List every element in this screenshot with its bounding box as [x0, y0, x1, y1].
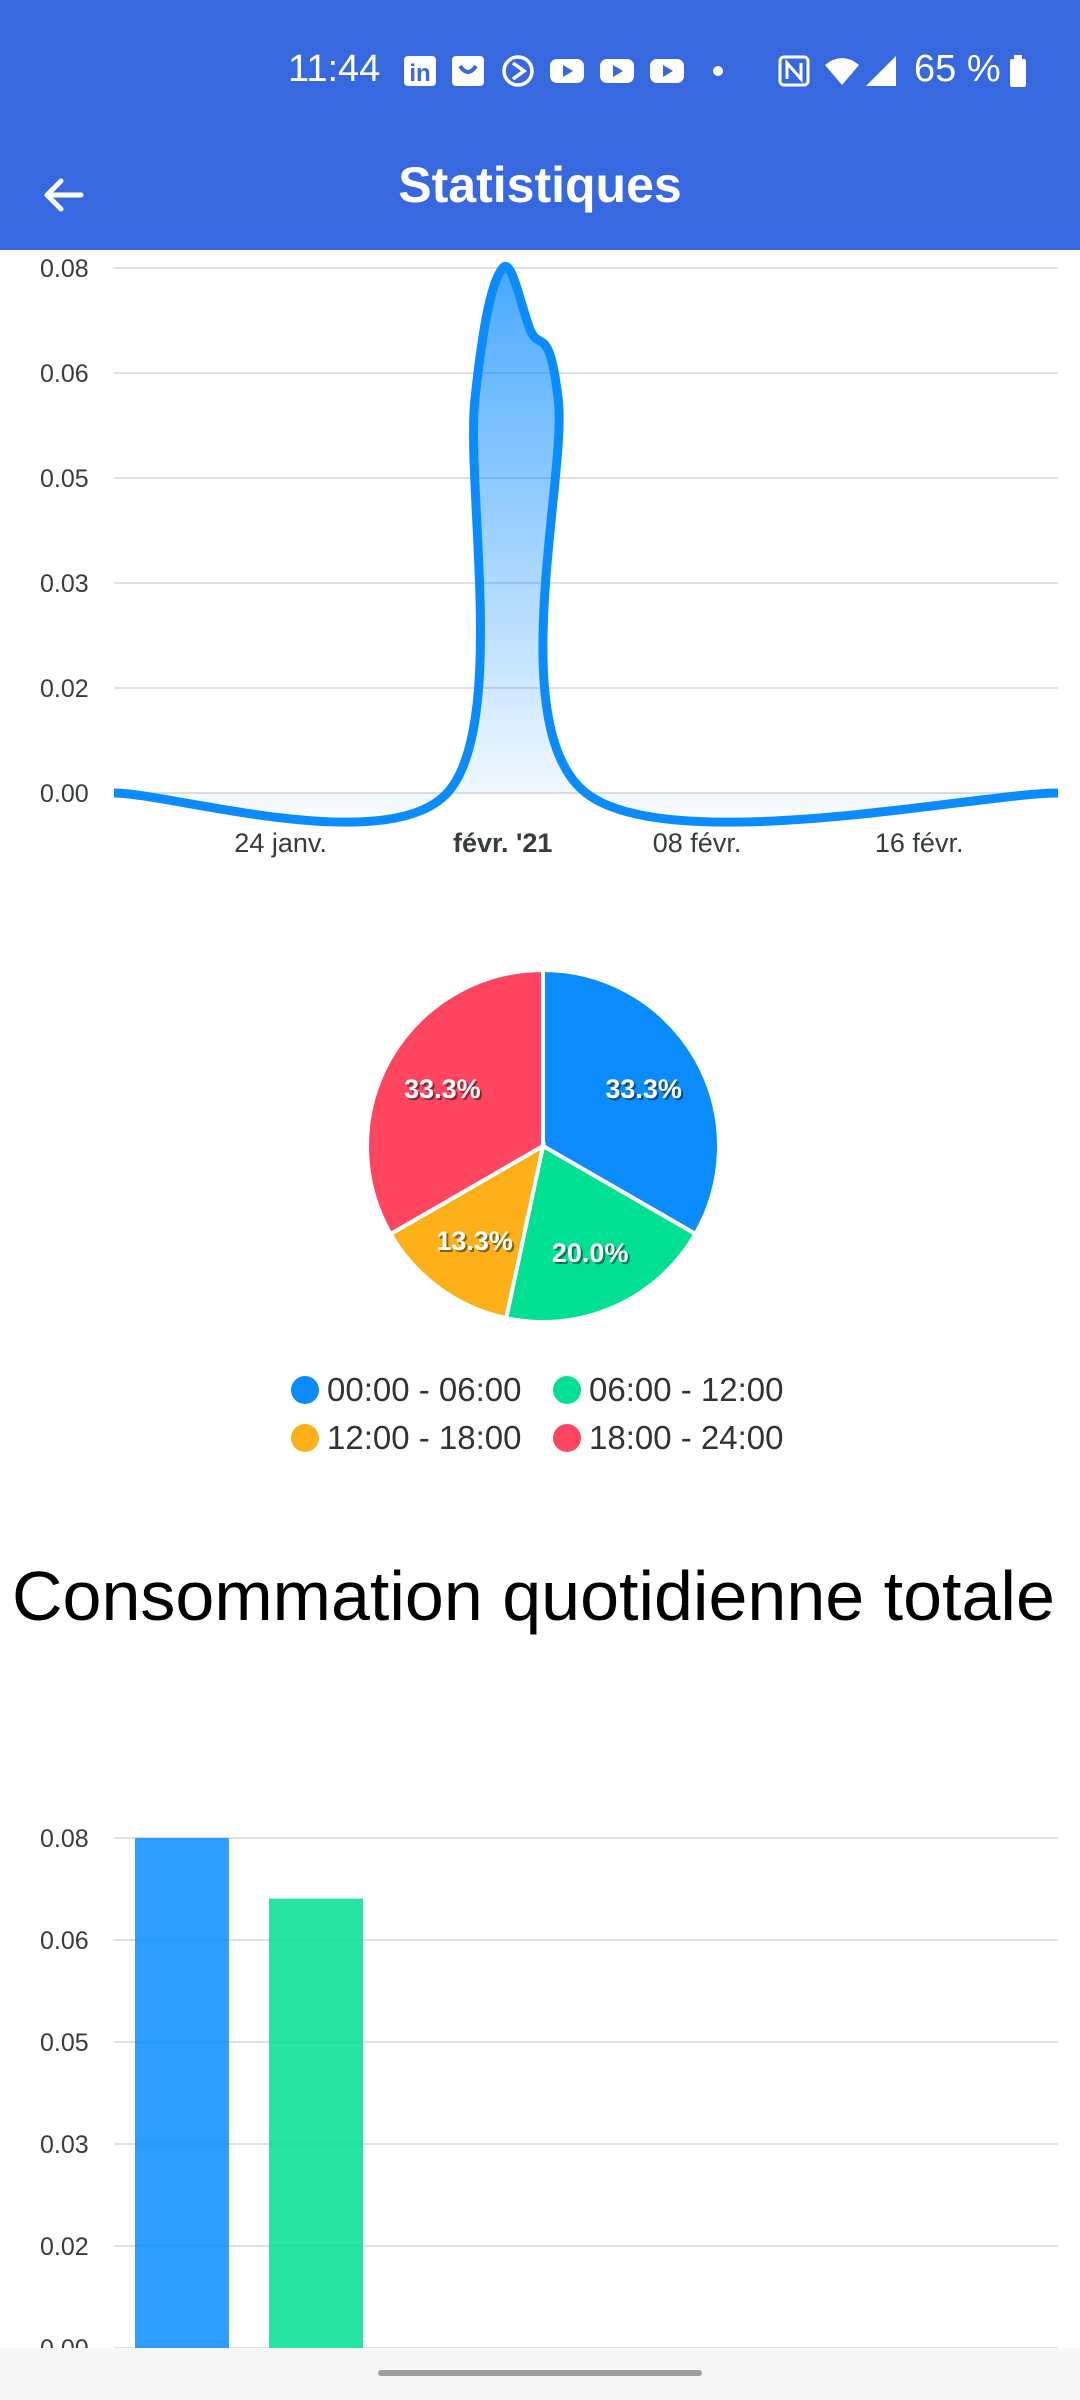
pie-slice-label-shadow: 13.3%	[438, 1228, 515, 1258]
legend-dot	[553, 1424, 581, 1452]
youtube-icon	[600, 59, 634, 83]
line-chart: 0.08 0.06 0.05 0.03 0.02 0.00 24 janv. févr. '…	[40, 255, 1059, 858]
linkedin-icon: in	[404, 56, 436, 87]
bar-chart-y-axis: 0.08 0.06 0.05 0.03 0.02 0.00	[40, 1825, 89, 2348]
y-tick-label: 0.03	[40, 2131, 89, 2159]
pie-slice[interactable]	[541, 967, 721, 1237]
legend-item[interactable]: 18:00 - 24:00	[553, 1419, 789, 1457]
legend-label: 12:00 - 18:00	[327, 1419, 522, 1456]
y-tick-label: 0.05	[40, 2029, 89, 2057]
pie-slice-label: 20.0%	[552, 1238, 629, 1268]
bar[interactable]	[269, 1898, 363, 2348]
bar[interactable]	[135, 1838, 229, 2348]
bar-chart-bars	[135, 1838, 363, 2348]
x-tick-label: 24 janv.	[234, 828, 327, 858]
battery-percentage: 65 %	[914, 48, 1001, 90]
legend-dot	[291, 1424, 319, 1452]
back-button[interactable]	[30, 162, 96, 228]
bar-chart: 0.08 0.06 0.05 0.03 0.02 0.00	[40, 1825, 1058, 2348]
nfc-icon	[778, 55, 810, 87]
sync-icon	[502, 55, 534, 87]
pie-slice-label-shadow: 20.0%	[554, 1240, 631, 1270]
page-title: Statistiques	[398, 157, 682, 213]
arrow-left-icon	[44, 178, 84, 212]
y-tick-label: 0.05	[40, 465, 89, 493]
x-tick-label: 08 févr.	[653, 828, 742, 858]
pie-slice[interactable]	[503, 1142, 699, 1324]
y-tick-label: 0.02	[40, 2233, 89, 2261]
pie-slice-label: 13.3%	[436, 1226, 513, 1256]
navigation-bar	[0, 2348, 1080, 2400]
dot-icon	[713, 66, 723, 76]
bar-chart-grid	[114, 1837, 1058, 2348]
youtube-icon	[550, 59, 584, 83]
line-chart-area	[114, 266, 1058, 823]
pie-legend: 00:00 - 06:00 06:00 - 12:00 12:00 - 18:0…	[0, 1366, 1080, 1462]
shopping-bag-icon	[452, 56, 484, 86]
y-tick-label: 0.00	[40, 2335, 89, 2348]
y-tick-label: 0.02	[40, 675, 89, 703]
pie-slice-label-shadow: 33.3%	[607, 1076, 684, 1106]
signal-icon	[866, 56, 896, 86]
home-gesture-handle[interactable]	[378, 2370, 702, 2376]
status-bar: 11:44 in 65 %	[0, 0, 1080, 140]
pie-slice[interactable]	[387, 1142, 546, 1321]
pie-slice[interactable]	[365, 967, 545, 1237]
legend-label: 18:00 - 24:00	[589, 1419, 784, 1456]
pie-slice-label-shadow: 33.3%	[406, 1076, 483, 1106]
legend-item[interactable]: 06:00 - 12:00	[553, 1371, 789, 1409]
line-chart-series-line	[113, 261, 1059, 827]
line-chart-y-axis: 0.08 0.06 0.05 0.03 0.02 0.00	[40, 255, 89, 808]
legend-label: 06:00 - 12:00	[589, 1371, 784, 1408]
x-tick-label: 16 févr.	[875, 828, 964, 858]
y-tick-label: 0.06	[40, 360, 89, 388]
line-chart-grid	[114, 267, 1058, 794]
pie-slice-label: 33.3%	[404, 1074, 481, 1104]
legend-dot	[291, 1376, 319, 1404]
y-tick-label: 0.08	[40, 255, 89, 283]
legend-dot	[553, 1376, 581, 1404]
legend-item[interactable]: 00:00 - 06:00	[291, 1371, 527, 1409]
y-tick-label: 0.00	[40, 780, 89, 808]
x-tick-label: févr. '21	[453, 828, 553, 858]
line-chart-x-axis: 24 janv. févr. '21 08 févr. 16 févr.	[234, 828, 963, 858]
app-bar: Statistiques	[0, 140, 1080, 250]
svg-text:in: in	[409, 60, 430, 87]
pie-slice-label: 33.3%	[605, 1074, 682, 1104]
y-tick-label: 0.03	[40, 570, 89, 598]
legend-item[interactable]: 12:00 - 18:00	[291, 1419, 527, 1457]
legend-label: 00:00 - 06:00	[327, 1371, 522, 1408]
wifi-icon	[825, 58, 859, 85]
y-tick-label: 0.06	[40, 1927, 89, 1955]
section-title: Consommation quotidienne totale	[12, 1557, 1055, 1635]
status-time: 11:44	[288, 48, 381, 90]
youtube-icon	[650, 59, 684, 83]
y-tick-label: 0.08	[40, 1825, 89, 1853]
pie-chart: 33.3%33.3%20.0%20.0%13.3%13.3%33.3%33.3%	[365, 967, 721, 1324]
battery-icon	[1010, 55, 1026, 87]
